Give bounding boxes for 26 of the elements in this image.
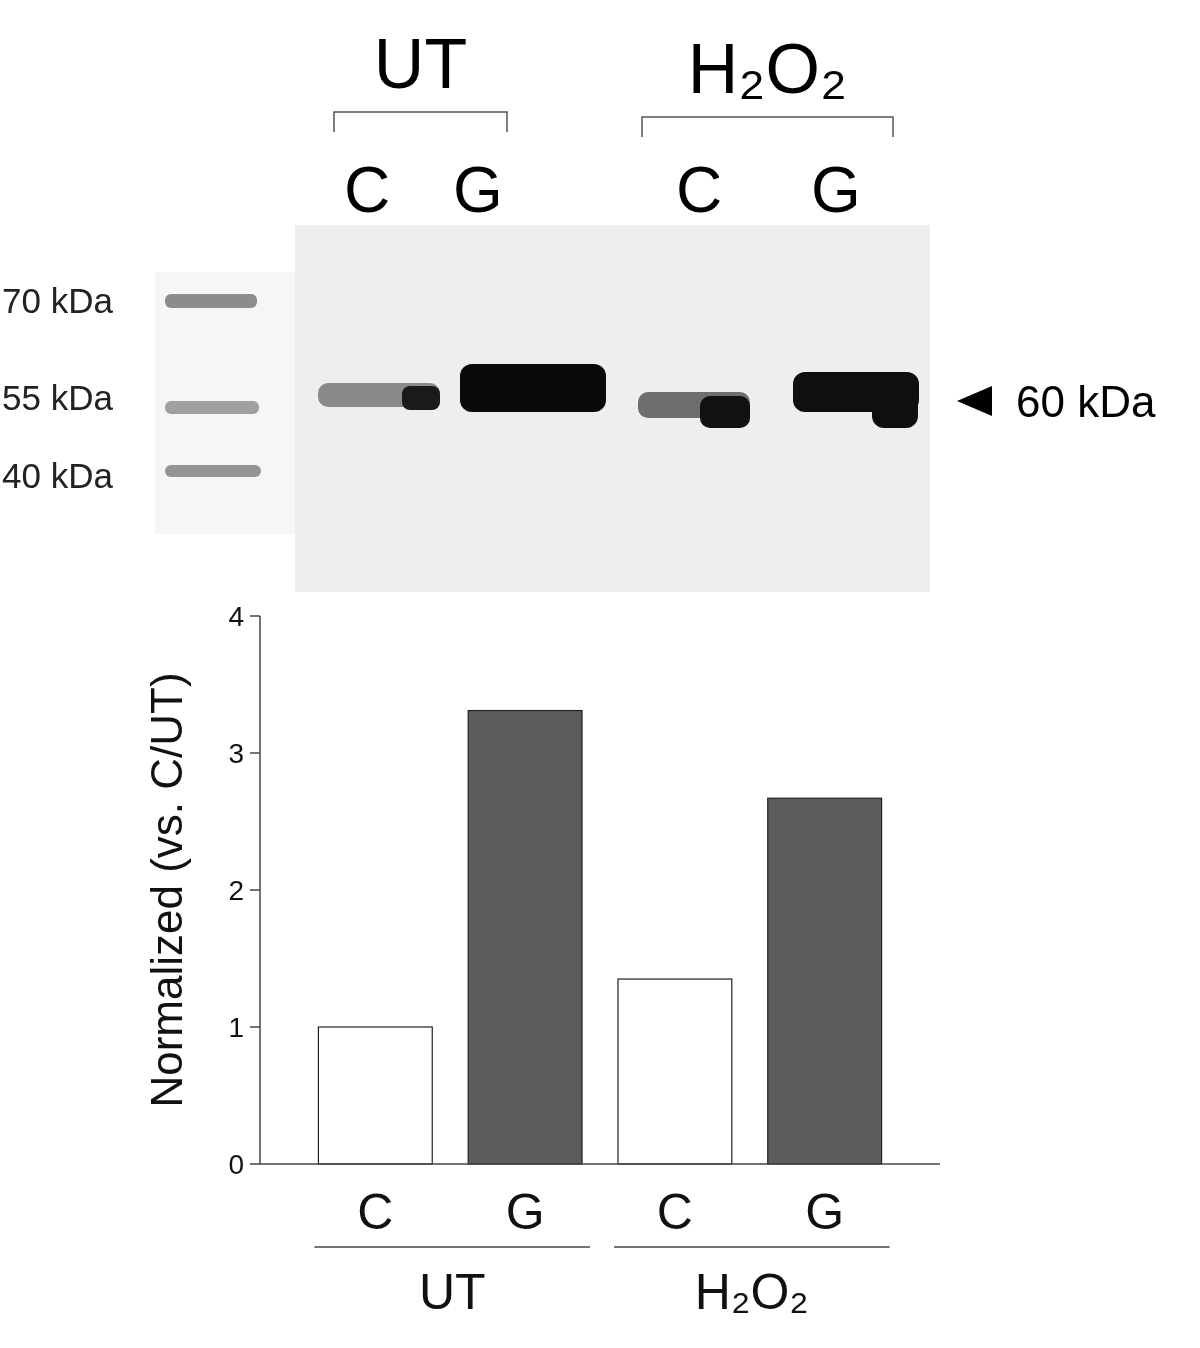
- text: H₂O₂: [694, 1264, 809, 1320]
- y-tick-label: 2: [228, 874, 244, 906]
- category-label: G: [453, 154, 503, 226]
- x-tick-label: C: [656, 1184, 693, 1240]
- text: 60 kDa: [1016, 376, 1156, 426]
- y-tick-label: 0: [228, 1148, 244, 1180]
- y-tick-label: 3: [228, 737, 244, 769]
- bar: [317, 1026, 433, 1165]
- text: UT: [418, 1264, 486, 1320]
- category-label: C: [675, 154, 723, 226]
- y-tick-label: 4: [228, 600, 244, 632]
- text: 70 kDa: [2, 280, 114, 320]
- bar: [767, 797, 883, 1165]
- y-tick-label: 1: [228, 1011, 244, 1043]
- x-tick-label: C: [357, 1184, 394, 1240]
- x-tick-label: G: [505, 1184, 545, 1240]
- text: 55 kDa: [2, 377, 114, 417]
- bar: [617, 978, 733, 1165]
- y-axis-title: Normalized (vs. C/UT): [141, 672, 191, 1108]
- text: UT: [373, 25, 468, 103]
- category-label: C: [343, 154, 391, 226]
- bar: [467, 709, 583, 1165]
- text: 40 kDa: [2, 455, 114, 495]
- category-label: G: [811, 154, 861, 226]
- x-tick-label: G: [805, 1184, 845, 1240]
- text: H₂O₂: [687, 30, 848, 108]
